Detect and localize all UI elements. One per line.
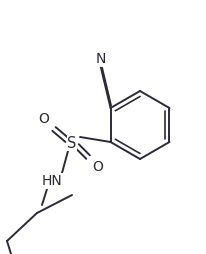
Text: S: S <box>67 135 77 151</box>
Text: HN: HN <box>42 174 62 188</box>
Text: N: N <box>95 52 106 66</box>
Text: O: O <box>39 112 49 126</box>
Text: O: O <box>92 160 103 174</box>
